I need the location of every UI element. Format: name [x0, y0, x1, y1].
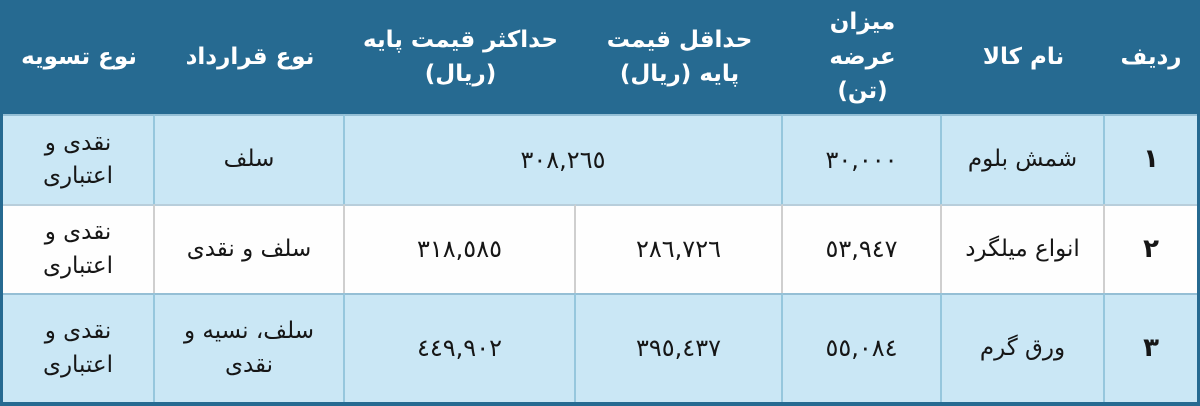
price-table: ردیف نام کالا میزان عرضه (تن) حداقل قیمت… — [3, 0, 1197, 402]
col-header-radif-label: ردیف — [1120, 43, 1182, 70]
cell-product: شمش بلوم — [942, 114, 1105, 204]
col-header-product: نام کالا — [942, 0, 1105, 114]
col-header-contract: نوع قرارداد — [155, 0, 345, 114]
col-header-min-price-line2: پایه (ریال) — [619, 61, 740, 87]
cell-price-merged: ٣٠٨,٢٦٥ — [345, 114, 783, 204]
cell-contract: سلف — [155, 114, 345, 204]
col-header-min-price: حداقل قیمت پایه (ریال) — [576, 0, 783, 114]
cell-min-price: ٢٨٦,٧٢٦ — [576, 204, 783, 293]
cell-max-price: ٣١٨,٥٨٥ — [345, 204, 576, 293]
cell-supply: ٣٠,٠٠٠ — [783, 114, 942, 204]
cell-contract: سلف، نسیه و نقدی — [155, 293, 345, 402]
cell-min-price: ٣٩٥,٤٣٧ — [576, 293, 783, 402]
col-header-supply: میزان عرضه (تن) — [783, 0, 942, 114]
col-header-supply-line2: (تن) — [837, 78, 888, 105]
cell-product: انواع میلگرد — [942, 204, 1105, 293]
col-header-settlement: نوع تسویه — [3, 0, 155, 114]
cell-radif: ٣ — [1105, 293, 1197, 402]
cell-settlement: نقدی و اعتباری — [3, 114, 155, 204]
table-row: ٢ انواع میلگرد ٥٣,٩٤٧ ٢٨٦,٧٢٦ ٣١٨,٥٨٥ سل… — [3, 204, 1197, 293]
table-row: ١ شمش بلوم ٣٠,٠٠٠ ٣٠٨,٢٦٥ سلف نقدی و اعت… — [3, 114, 1197, 204]
cell-settlement: نقدی و اعتباری — [3, 293, 155, 402]
col-header-supply-line1: میزان عرضه — [829, 9, 896, 70]
cell-max-price: ٤٤٩,٩٠٢ — [345, 293, 576, 402]
cell-supply: ٥٥,٠٨٤ — [783, 293, 942, 402]
col-header-min-price-line1: حداقل قیمت — [606, 26, 753, 53]
col-header-settlement-label: نوع تسویه — [21, 43, 137, 70]
cell-radif: ١ — [1105, 114, 1197, 204]
cell-product: ورق گرم — [942, 293, 1105, 402]
col-header-contract-label: نوع قرارداد — [185, 43, 315, 70]
cell-settlement: نقدی و اعتباری — [3, 204, 155, 293]
col-header-product-label: نام کالا — [982, 43, 1065, 70]
table-row: ٣ ورق گرم ٥٥,٠٨٤ ٣٩٥,٤٣٧ ٤٤٩,٩٠٢ سلف، نس… — [3, 293, 1197, 402]
col-header-max-price: حداکثر قیمت پایه (ریال) — [345, 0, 576, 114]
cell-radif: ٢ — [1105, 204, 1197, 293]
col-header-max-price-line2: (ریال) — [424, 61, 497, 87]
table-header-row: ردیف نام کالا میزان عرضه (تن) حداقل قیمت… — [3, 0, 1197, 114]
cell-supply: ٥٣,٩٤٧ — [783, 204, 942, 293]
cell-contract: سلف و نقدی — [155, 204, 345, 293]
col-header-radif: ردیف — [1105, 0, 1197, 114]
col-header-max-price-line1: حداکثر قیمت پایه — [363, 26, 558, 53]
